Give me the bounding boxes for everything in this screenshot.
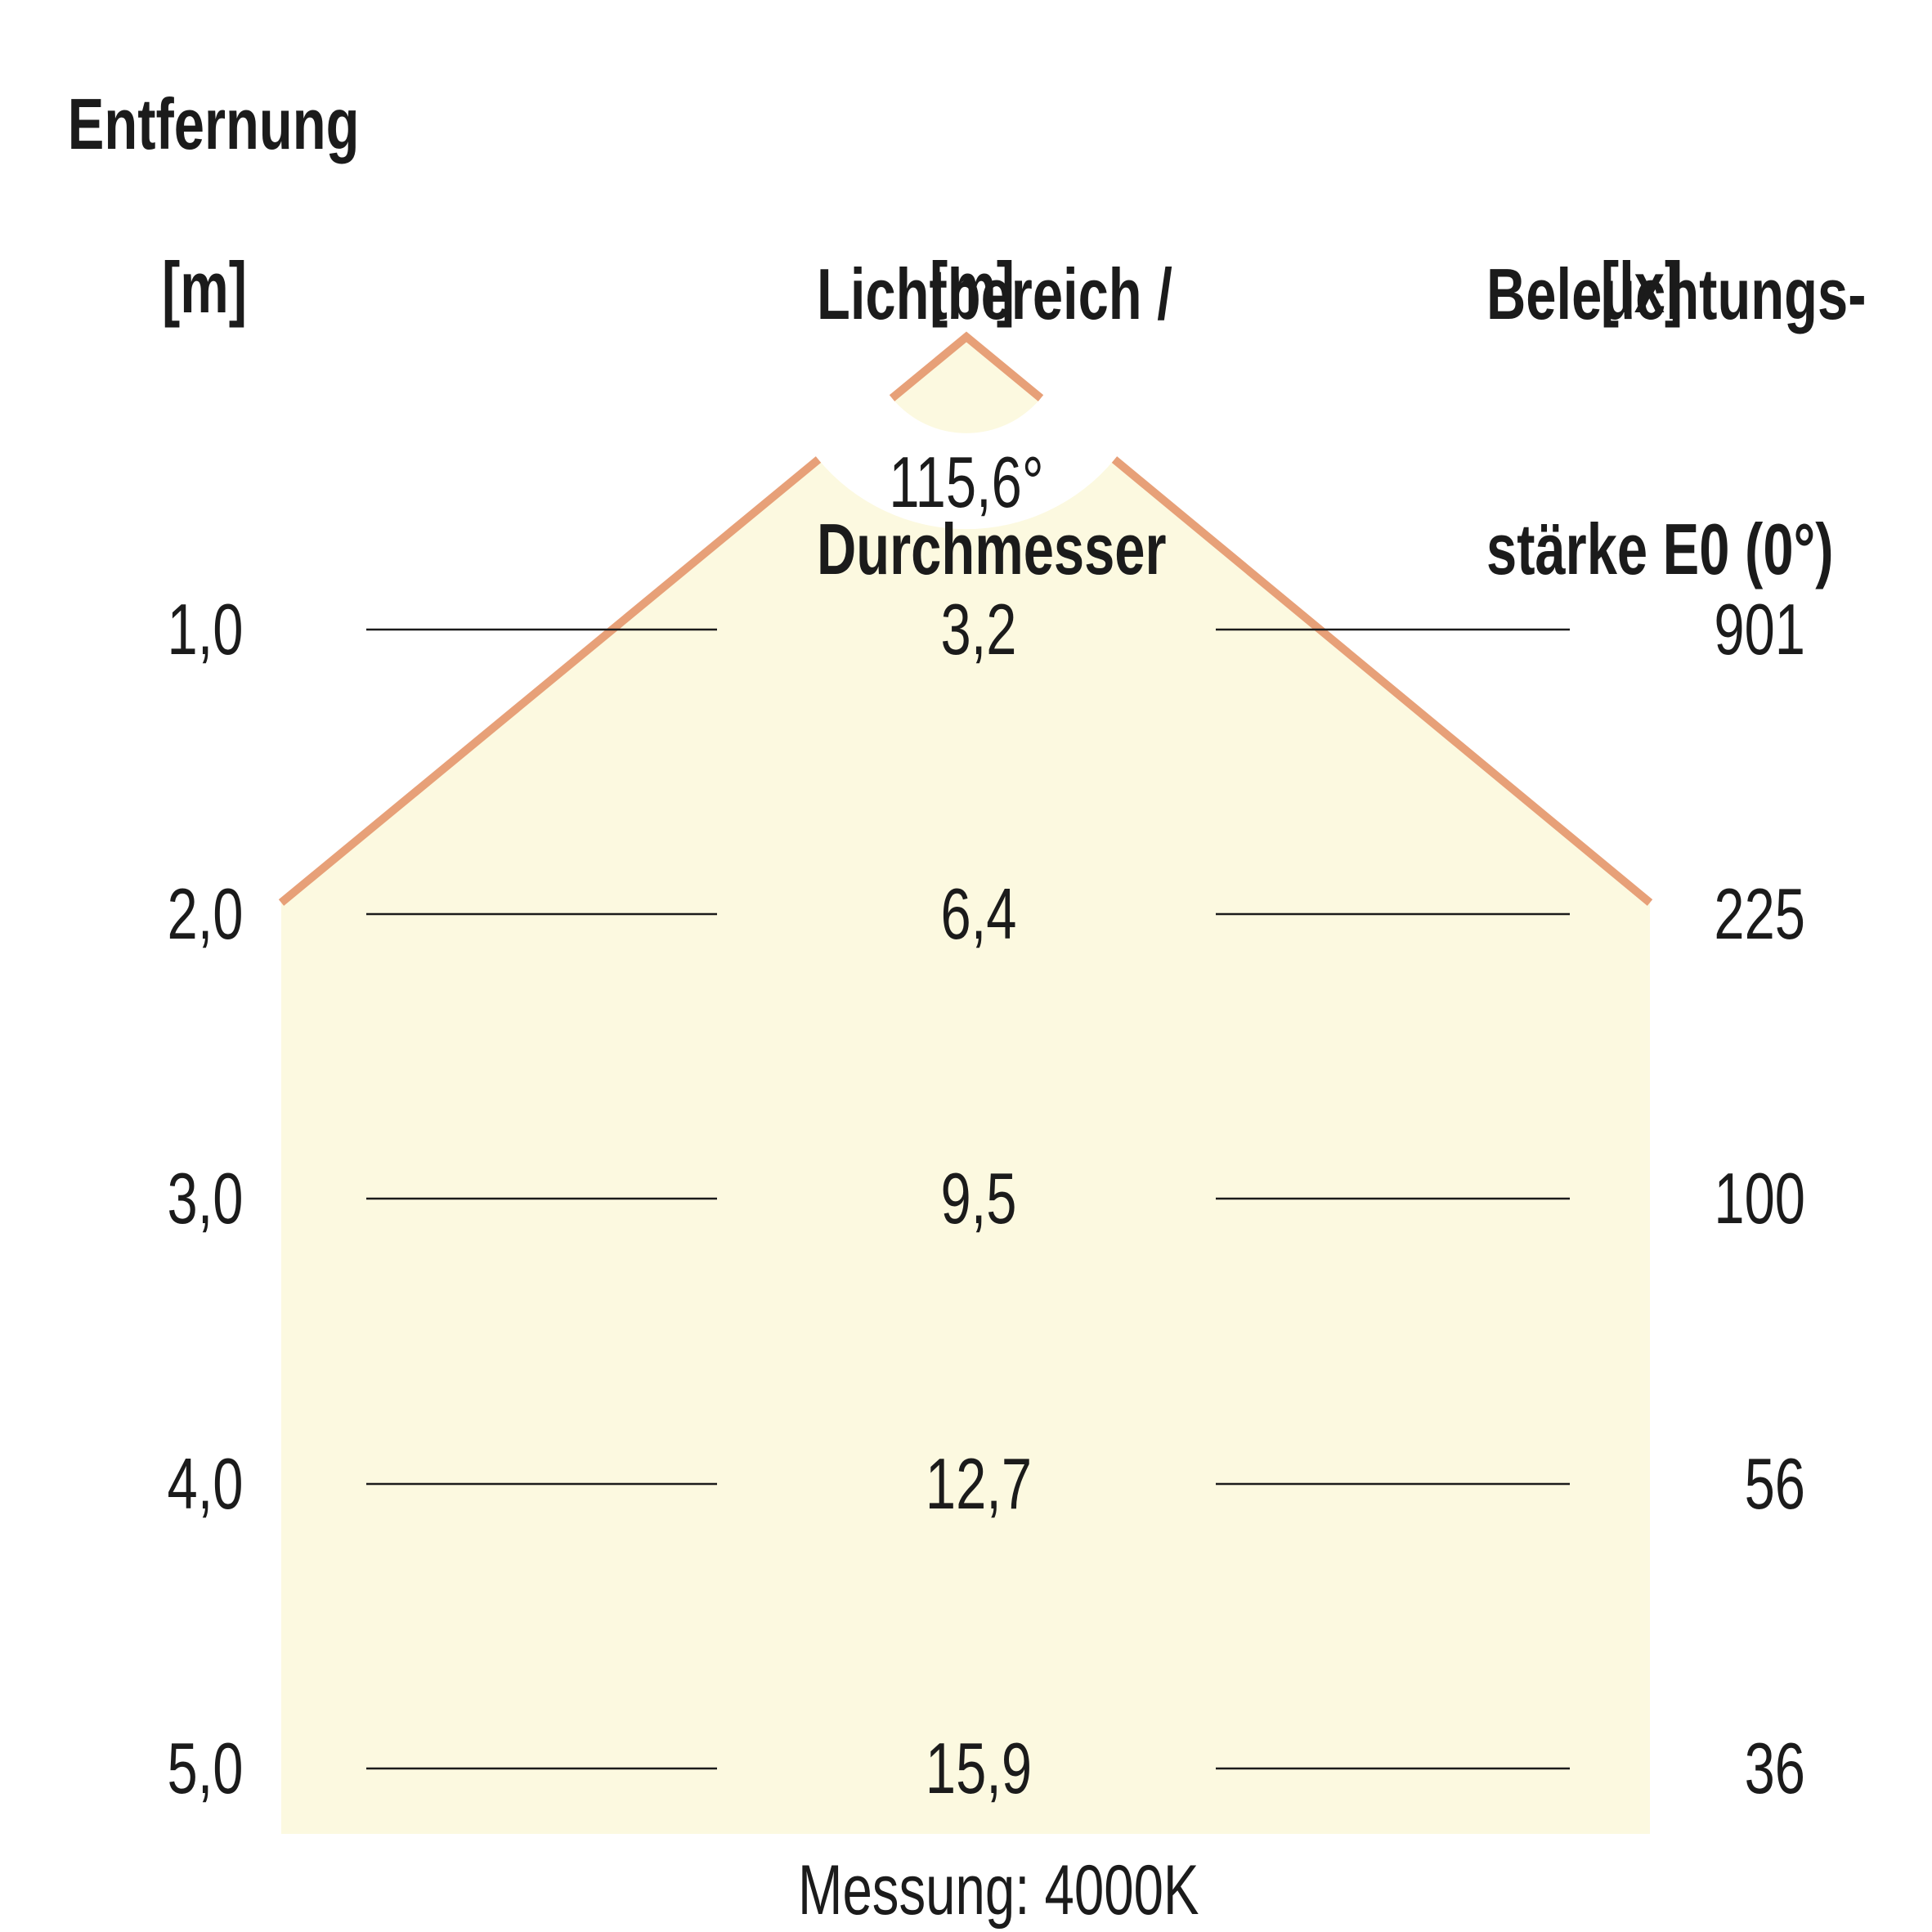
diameter-value: 12,7: [925, 1443, 1033, 1524]
distance-value: 5,0: [167, 1728, 244, 1809]
row-reference-lines: [366, 628, 1570, 1770]
illuminance-value: 36: [1744, 1728, 1805, 1809]
illuminance-value: 100: [1714, 1158, 1805, 1239]
beam-angle-label: 115,6°: [889, 442, 1044, 522]
unit-illuminance: [lx]: [1600, 247, 1683, 328]
cone-apex-wedge: [892, 337, 1041, 433]
distance-value: 2,0: [167, 873, 244, 954]
cone-body: [281, 459, 1650, 1834]
header-diameter: Lichtbereich / Durchmesser: [817, 82, 1172, 762]
diameter-value: 9,5: [940, 1158, 1017, 1239]
cone-left-edge-stroke: [278, 456, 822, 906]
header-distance: Entfernung: [67, 83, 360, 164]
header-diameter-line1: Lichtbereich /: [817, 253, 1172, 334]
distance-value: 4,0: [167, 1443, 244, 1524]
illuminance-value: 901: [1714, 589, 1805, 670]
distance-value: 3,0: [167, 1158, 244, 1239]
cone-apex-edge-stroke: [889, 331, 1044, 401]
measurement-caption: Messung: 4000K: [798, 1851, 1199, 1930]
diameter-value: 3,2: [940, 589, 1017, 670]
diameter-value: 15,9: [925, 1728, 1033, 1809]
illuminance-value: 56: [1744, 1443, 1805, 1524]
header-illuminance-line2: stärke E0 (0°): [1486, 509, 1834, 589]
header-diameter-line2: Durchmesser: [817, 509, 1167, 589]
header-illuminance-line1: Beleuchtungs-: [1486, 253, 1867, 334]
unit-distance: [m]: [161, 247, 248, 328]
illuminance-value: 225: [1714, 873, 1805, 954]
diameter-value: 6,4: [940, 873, 1017, 954]
unit-diameter: [m]: [929, 247, 1015, 328]
cone-right-edge-stroke: [1111, 456, 1653, 906]
distance-value: 1,0: [167, 589, 244, 670]
header-illuminance: Beleuchtungs- stärke E0 (0°): [1486, 82, 1867, 762]
